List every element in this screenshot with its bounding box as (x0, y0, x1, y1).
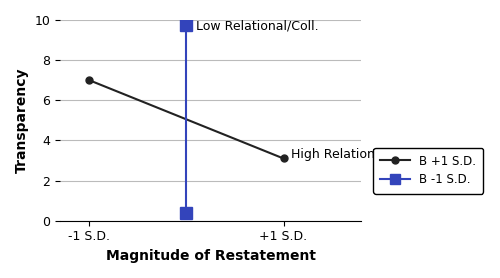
Text: High Relational/Coll.: High Relational/Coll. (292, 148, 418, 162)
Text: Low Relational/Coll.: Low Relational/Coll. (196, 19, 318, 32)
Legend: B +1 S.D., B -1 S.D.: B +1 S.D., B -1 S.D. (373, 148, 484, 193)
Y-axis label: Transparency: Transparency (15, 68, 29, 173)
X-axis label: Magnitude of Restatement: Magnitude of Restatement (106, 249, 316, 263)
